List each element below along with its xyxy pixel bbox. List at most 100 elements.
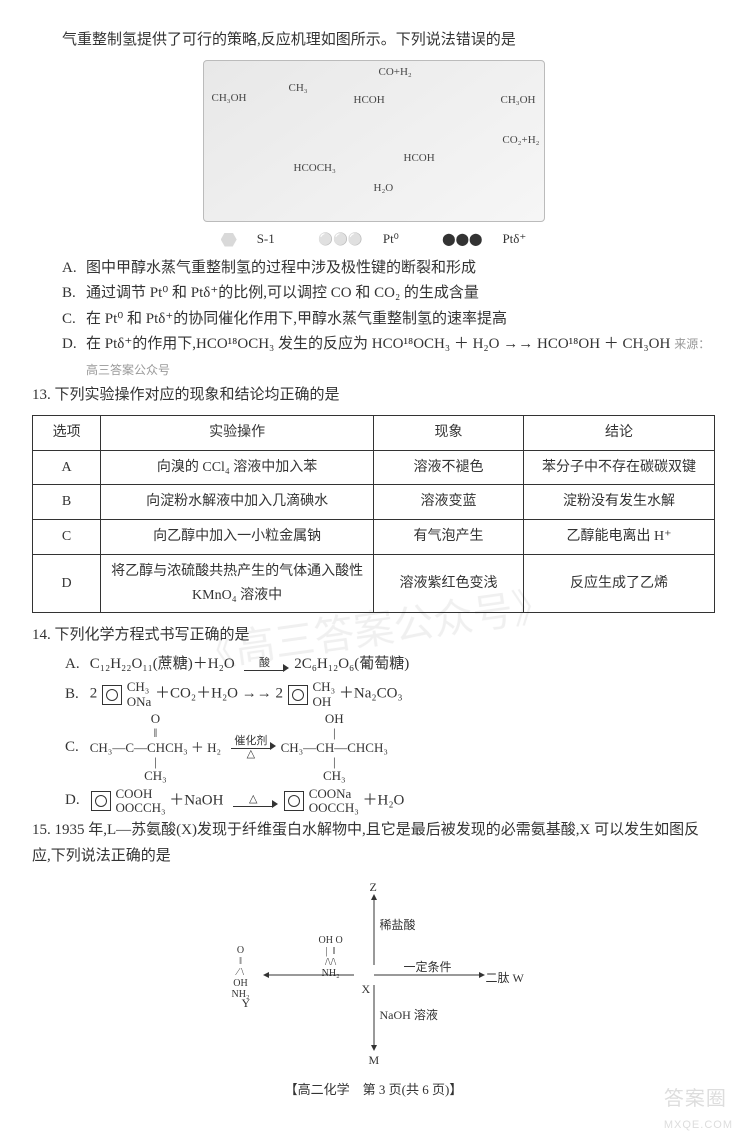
q15-stem: 15. 1935 年,L—苏氨酸(X)发现于纤维蛋白水解物中,且它是最后被发现的… xyxy=(32,818,715,869)
sub-COONa: COONa xyxy=(309,786,352,801)
struct-X: OH O| ‖/\/\ NH₂ xyxy=(319,935,343,979)
table-cell: 向乙醇中加入一小粒金属钠 xyxy=(101,520,374,555)
sub-OH: OH xyxy=(313,694,332,709)
q12-opt-C: 在 Pt⁰ 和 Ptδ⁺的协同催化作用下,甲醇水蒸气重整制氢的速率提高 xyxy=(86,307,715,333)
lbl-naoh: NaOH 溶液 xyxy=(380,1005,438,1025)
table-cell: 淀粉没有发生水解 xyxy=(524,485,715,520)
q12-opt-B: 通过调节 Pt⁰ 和 Ptδ⁺的比例,可以调控 CO 和 CO₂ 的生成含量 xyxy=(86,281,715,307)
table-cell: C xyxy=(33,520,101,555)
benzene-ring-icon xyxy=(288,685,308,705)
opt-tag: B. xyxy=(62,281,86,307)
sub-OOCCH3: OOCCH₃ xyxy=(309,800,359,815)
sub-ONa: ONa xyxy=(127,694,152,709)
table-row: C向乙醇中加入一小粒金属钠有气泡产生乙醇能电离出 H⁺ xyxy=(33,520,715,555)
q14A-rhs: 2C₆H₁₂O₆(葡萄糖) xyxy=(294,656,409,672)
q14C-rhs: CH₃—CH—CHCH₃ xyxy=(281,740,388,755)
lbl-hcoh: HCOH xyxy=(354,91,385,110)
q14-D: D. COOH OOCCH₃ ＋NaOH △ COONa OOCCH₃ ＋H₂O xyxy=(65,787,715,816)
th-operation: 实验操作 xyxy=(101,415,374,450)
lbl-O: O xyxy=(151,711,160,726)
q14A-lhs: C₁₂H₂₂O₁₁(蔗糖)＋H₂O xyxy=(90,656,235,672)
q15-diagram: Z 稀盐酸 一定条件 二肽 W NaOH 溶液 M X Y O‖⁄ \OHNH₂… xyxy=(32,875,715,1065)
opt-tag: C. xyxy=(62,307,86,333)
lbl-h2o: H₂O xyxy=(374,179,394,198)
q14D-mid: ＋NaOH xyxy=(169,792,223,808)
lbl-co-h2: CO+H₂ xyxy=(379,63,412,82)
lbl-hcooch3: HCOCH₃ xyxy=(294,159,336,178)
lbl-ch3: CH₃ xyxy=(289,79,308,98)
ptd-icon: ⬤⬤⬤ xyxy=(442,229,482,249)
table-cell: 反应生成了乙烯 xyxy=(524,554,715,613)
node-M: M xyxy=(369,1050,380,1070)
node-Z: Z xyxy=(370,877,377,897)
reaction-arrow: 催化剂△ xyxy=(225,736,277,760)
q14-B: B. 2 CH₃ ONa ＋CO₂＋H₂O →→ 2 CH₃ OH ＋Na₂CO… xyxy=(65,680,715,709)
lbl-ch3oh-l: CH₃OH xyxy=(212,89,247,108)
table-cell: 溶液紫红色变浅 xyxy=(373,554,523,613)
lbl-CH3: CH₃ xyxy=(144,768,167,783)
table-cell: A xyxy=(33,450,101,485)
legend-ptd: Ptδ⁺ xyxy=(502,228,526,250)
page-footer: 【高二化学 第 3 页(共 6 页)】 xyxy=(32,1079,715,1101)
diagram-legend: S-1 ⚪⚪⚪ Pt⁰ ⬤⬤⬤ Ptδ⁺ xyxy=(32,228,715,250)
node-W: 二肽 W xyxy=(486,968,524,988)
opt-tag: A. xyxy=(62,256,86,282)
th-phenomenon: 现象 xyxy=(373,415,523,450)
lbl-hcoh-2: HCOH xyxy=(404,149,435,168)
legend-pt0: Pt⁰ xyxy=(383,228,399,250)
q14B-mid: ＋CO₂＋H₂O →→ 2 xyxy=(155,686,283,702)
sub-OOCCH3: OOCCH₃ xyxy=(116,800,166,815)
table-row: B向淀粉水解液中加入几滴碘水溶液变蓝淀粉没有发生水解 xyxy=(33,485,715,520)
q12-stem-continuation: 气重整制氢提供了可行的策略,反应机理如图所示。下列说法错误的是 xyxy=(32,28,715,54)
table-cell: 有气泡产生 xyxy=(373,520,523,555)
legend-s1: S-1 xyxy=(257,228,275,250)
arrows-svg xyxy=(224,875,524,1065)
th-option: 选项 xyxy=(33,415,101,450)
q14D-tail: ＋H₂O xyxy=(363,792,405,808)
table-cell: 向淀粉水解液中加入几滴碘水 xyxy=(101,485,374,520)
table-header-row: 选项 实验操作 现象 结论 xyxy=(33,415,715,450)
th-conclusion: 结论 xyxy=(524,415,715,450)
q14B-tail: ＋Na₂CO₃ xyxy=(339,686,403,702)
pt0-icon: ⚪⚪⚪ xyxy=(318,229,363,249)
q14C-lhs: CH₃—C—CHCH₃ ＋ H₂ xyxy=(90,740,221,755)
lbl-OH: OH xyxy=(325,711,344,726)
mechanism-diagram: CH₃OH CH₃ CO+H₂ HCOH CH₃OH CO₂+H₂ HCOCH₃… xyxy=(203,60,545,222)
q12-options: A.图中甲醇水蒸气重整制氢的过程中涉及极性键的断裂和形成 B.通过调节 Pt⁰ … xyxy=(62,256,715,384)
sub-CH3: CH₃ xyxy=(127,679,150,694)
q13-table: 选项 实验操作 现象 结论 A向溴的 CCl₄ 溶液中加入苯溶液不褪色苯分子中不… xyxy=(32,415,715,614)
benzene-ring-icon xyxy=(102,685,122,705)
table-cell: 溶液不褪色 xyxy=(373,450,523,485)
q14-C: C. O ‖ CH₃—C—CHCH₃ ＋ H₂ | CH₃ 催化剂△ OH | … xyxy=(65,712,715,783)
table-cell: 苯分子中不存在碳碳双键 xyxy=(524,450,715,485)
table-cell: 将乙醇与浓硫酸共热产生的气体通入酸性 KMnO₄ 溶液中 xyxy=(101,554,374,613)
table-row: A向溴的 CCl₄ 溶液中加入苯溶液不褪色苯分子中不存在碳碳双键 xyxy=(33,450,715,485)
q13-tbody: A向溴的 CCl₄ 溶液中加入苯溶液不褪色苯分子中不存在碳碳双键B向淀粉水解液中… xyxy=(33,450,715,613)
reaction-arrow: △ xyxy=(227,794,279,807)
benzene-ring-icon xyxy=(284,791,304,811)
reaction-arrow: 酸 xyxy=(238,658,290,671)
hex-icon xyxy=(221,233,237,247)
table-cell: D xyxy=(33,554,101,613)
struct-Y: O‖⁄ \OHNH₂ xyxy=(232,945,250,1000)
q12-opt-D: 在 Ptδ⁺的作用下,HCO¹⁸OCH₃ 发生的反应为 HCO¹⁸OCH₃ ＋ … xyxy=(86,332,715,383)
opt-tag: D. xyxy=(62,332,86,383)
sub-COOH: COOH xyxy=(116,786,153,801)
lbl-co2-h2: CO₂+H₂ xyxy=(502,131,539,150)
table-row: D将乙醇与浓硫酸共热产生的气体通入酸性 KMnO₄ 溶液中溶液紫红色变浅反应生成… xyxy=(33,554,715,613)
q14-A: A. C₁₂H₂₂O₁₁(蔗糖)＋H₂O 酸 2C₆H₁₂O₆(葡萄糖) xyxy=(65,652,715,678)
sub-CH3: CH₃ xyxy=(313,679,336,694)
node-X: X xyxy=(362,979,371,999)
q12-opt-A: 图中甲醇水蒸气重整制氢的过程中涉及极性键的断裂和形成 xyxy=(86,256,715,282)
lbl-dilute-hcl: 稀盐酸 xyxy=(380,915,416,935)
q13-stem: 13. 下列实验操作对应的现象和结论均正确的是 xyxy=(32,383,715,409)
q14-stem: 14. 下列化学方程式书写正确的是 xyxy=(32,623,715,649)
lbl-CH3: CH₃ xyxy=(323,768,346,783)
benzene-ring-icon xyxy=(91,791,111,811)
table-cell: B xyxy=(33,485,101,520)
table-cell: 乙醇能电离出 H⁺ xyxy=(524,520,715,555)
table-cell: 溶液变蓝 xyxy=(373,485,523,520)
lbl-ch3oh-r: CH₃OH xyxy=(500,91,535,110)
table-cell: 向溴的 CCl₄ 溶液中加入苯 xyxy=(101,450,374,485)
q14B-coef: 2 xyxy=(90,686,98,702)
